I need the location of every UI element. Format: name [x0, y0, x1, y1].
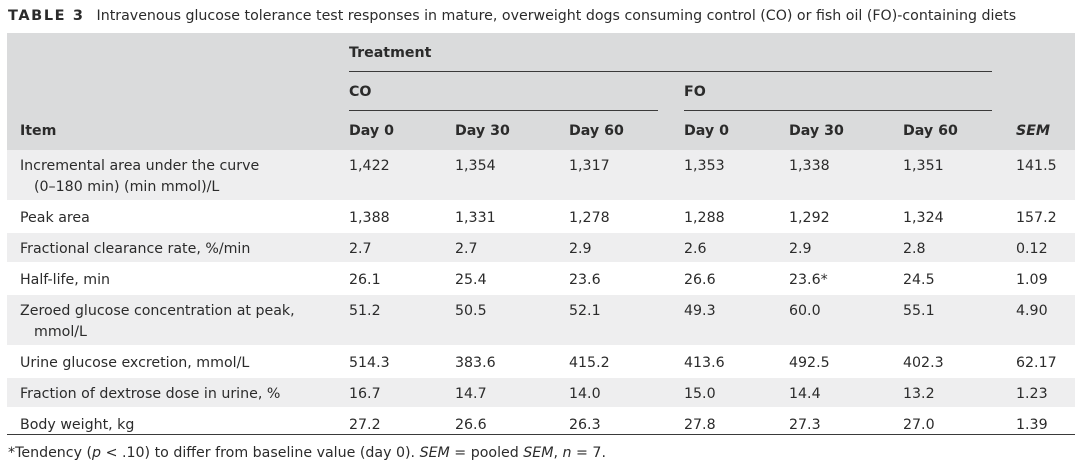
cell-value: 2.7 — [455, 241, 478, 257]
table-row: Fraction of dextrose dose in urine, % 16… — [7, 378, 1075, 407]
cell-sem: 141.5 — [1016, 158, 1057, 174]
cell-sem: 62.17 — [1016, 355, 1057, 371]
row-item: Urine glucose excretion, mmol/L — [20, 355, 250, 371]
table-row: Peak area 1,388 1,331 1,278 1,288 1,292 … — [7, 202, 1075, 231]
table-row: Half-life, min 26.1 25.4 23.6 26.6 23.6*… — [7, 264, 1075, 293]
cell-value: 26.6 — [455, 417, 487, 433]
cell-value: 24.5 — [903, 272, 935, 288]
cell-value: 14.7 — [455, 386, 487, 402]
cell-value: 1,338 — [789, 158, 830, 174]
cell-value: 492.5 — [789, 355, 830, 371]
group-header-fo: FO — [684, 84, 706, 100]
cell-value: 26.3 — [569, 417, 601, 433]
cell-value: 1,331 — [455, 210, 496, 226]
row-item: Zeroed glucose concentration at peak, mm… — [20, 303, 295, 340]
co-rule — [349, 110, 658, 111]
cell-value: 413.6 — [684, 355, 725, 371]
cell-value: 26.1 — [349, 272, 381, 288]
day-header: Day 0 — [349, 123, 394, 139]
row-item: Half-life, min — [20, 272, 111, 288]
cell-value: 27.2 — [349, 417, 381, 433]
row-item: Fractional clearance rate, %/min — [20, 241, 251, 257]
table-label: TABLE 3 — [8, 8, 85, 24]
group-header-co: CO — [349, 84, 372, 100]
cell-value: 2.9 — [569, 241, 592, 257]
cell-value: 383.6 — [455, 355, 496, 371]
cell-sem: 1.09 — [1016, 272, 1048, 288]
table-row: Incremental area under the curve (0–180 … — [7, 150, 1075, 200]
cell-value: 52.1 — [569, 303, 601, 319]
cell-value: 15.0 — [684, 386, 716, 402]
cell-value: 27.0 — [903, 417, 935, 433]
cell-value: 402.3 — [903, 355, 944, 371]
cell-value: 1,388 — [349, 210, 390, 226]
treatment-rule — [349, 71, 992, 72]
item-header: Item — [20, 123, 57, 139]
cell-value: 49.3 — [684, 303, 716, 319]
cell-value: 55.1 — [903, 303, 935, 319]
cell-value: 13.2 — [903, 386, 935, 402]
cell-value: 27.3 — [789, 417, 821, 433]
cell-value: 2.8 — [903, 241, 926, 257]
table-row: Zeroed glucose concentration at peak, mm… — [7, 295, 1075, 345]
cell-value: 1,292 — [789, 210, 830, 226]
cell-value: 1,351 — [903, 158, 944, 174]
cell-value: 60.0 — [789, 303, 821, 319]
table-caption: TABLE 3 Intravenous glucose tolerance tes… — [8, 5, 1078, 27]
table-footnote: *Tendency (p < .10) to differ from basel… — [8, 445, 606, 461]
day-header: Day 30 — [789, 123, 844, 139]
day-header: Day 0 — [684, 123, 729, 139]
day-header: Day 30 — [455, 123, 510, 139]
cell-value: 25.4 — [455, 272, 487, 288]
cell-sem: 0.12 — [1016, 241, 1048, 257]
row-item: Body weight, kg — [20, 417, 135, 433]
cell-value: 1,324 — [903, 210, 944, 226]
cell-value: 415.2 — [569, 355, 610, 371]
cell-value: 26.6 — [684, 272, 716, 288]
data-table: Treatment CO FO Item Day 0 Day 30 Day 60… — [7, 33, 1075, 435]
cell-value: 2.7 — [349, 241, 372, 257]
cell-value: 23.6* — [789, 272, 828, 288]
cell-value: 1,353 — [684, 158, 725, 174]
cell-value: 1,288 — [684, 210, 725, 226]
cell-sem: 4.90 — [1016, 303, 1048, 319]
row-item: Fraction of dextrose dose in urine, % — [20, 386, 281, 402]
treatment-header: Treatment — [349, 45, 432, 61]
cell-value: 1,354 — [455, 158, 496, 174]
sem-header: SEM — [1016, 123, 1051, 139]
cell-value: 14.0 — [569, 386, 601, 402]
table-row: Fractional clearance rate, %/min 2.7 2.7… — [7, 233, 1075, 262]
row-item: Incremental area under the curve (0–180 … — [20, 158, 260, 195]
cell-value: 50.5 — [455, 303, 487, 319]
cell-sem: 1.39 — [1016, 417, 1048, 433]
cell-value: 16.7 — [349, 386, 381, 402]
table-title: Intravenous glucose tolerance test respo… — [96, 8, 1017, 24]
day-header: Day 60 — [569, 123, 624, 139]
cell-sem: 1.23 — [1016, 386, 1048, 402]
cell-sem: 157.2 — [1016, 210, 1057, 226]
cell-value: 51.2 — [349, 303, 381, 319]
cell-value: 2.9 — [789, 241, 812, 257]
cell-value: 1,422 — [349, 158, 390, 174]
day-header: Day 60 — [903, 123, 958, 139]
cell-value: 27.8 — [684, 417, 716, 433]
cell-value: 23.6 — [569, 272, 601, 288]
table-row: Urine glucose excretion, mmol/L 514.3 38… — [7, 347, 1075, 376]
cell-value: 14.4 — [789, 386, 821, 402]
cell-value: 1,278 — [569, 210, 610, 226]
table-header — [7, 33, 1075, 150]
cell-value: 514.3 — [349, 355, 390, 371]
table-row: Body weight, kg 27.2 26.6 26.3 27.8 27.3… — [7, 409, 1075, 435]
cell-value: 1,317 — [569, 158, 610, 174]
table-bottom-rule — [7, 434, 1075, 435]
row-item: Peak area — [20, 210, 90, 226]
fo-rule — [684, 110, 992, 111]
cell-value: 2.6 — [684, 241, 707, 257]
